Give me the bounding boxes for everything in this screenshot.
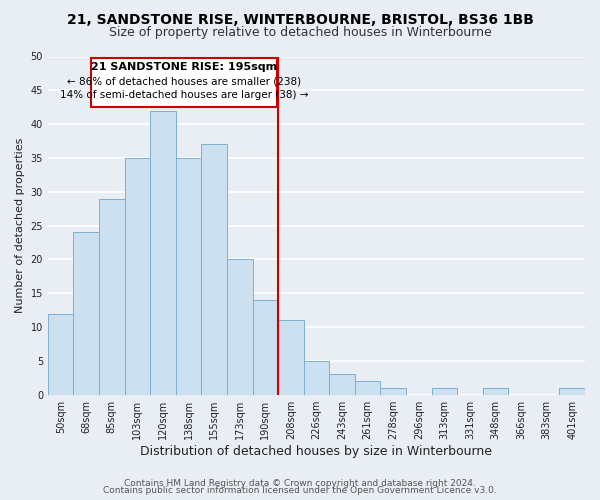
FancyBboxPatch shape [91,58,277,107]
Bar [304,361,329,394]
Bar [202,144,227,394]
Bar [48,314,73,394]
Bar [73,232,99,394]
Bar [559,388,585,394]
Text: 14% of semi-detached houses are larger (38) →: 14% of semi-detached houses are larger (… [60,90,308,101]
Bar [482,388,508,394]
Bar [380,388,406,394]
Bar [431,388,457,394]
Bar [253,300,278,394]
Text: Contains HM Land Registry data © Crown copyright and database right 2024.: Contains HM Land Registry data © Crown c… [124,478,476,488]
Text: 21, SANDSTONE RISE, WINTERBOURNE, BRISTOL, BS36 1BB: 21, SANDSTONE RISE, WINTERBOURNE, BRISTO… [67,12,533,26]
Text: ← 86% of detached houses are smaller (238): ← 86% of detached houses are smaller (23… [67,77,301,87]
Bar [125,158,150,394]
Text: Size of property relative to detached houses in Winterbourne: Size of property relative to detached ho… [109,26,491,39]
Bar [150,110,176,395]
Bar [227,260,253,394]
Bar [355,381,380,394]
Bar [99,198,125,394]
Text: 21 SANDSTONE RISE: 195sqm: 21 SANDSTONE RISE: 195sqm [91,62,277,72]
Bar [329,374,355,394]
X-axis label: Distribution of detached houses by size in Winterbourne: Distribution of detached houses by size … [140,444,493,458]
Bar [278,320,304,394]
Bar [176,158,202,394]
Y-axis label: Number of detached properties: Number of detached properties [15,138,25,314]
Text: Contains public sector information licensed under the Open Government Licence v3: Contains public sector information licen… [103,486,497,495]
